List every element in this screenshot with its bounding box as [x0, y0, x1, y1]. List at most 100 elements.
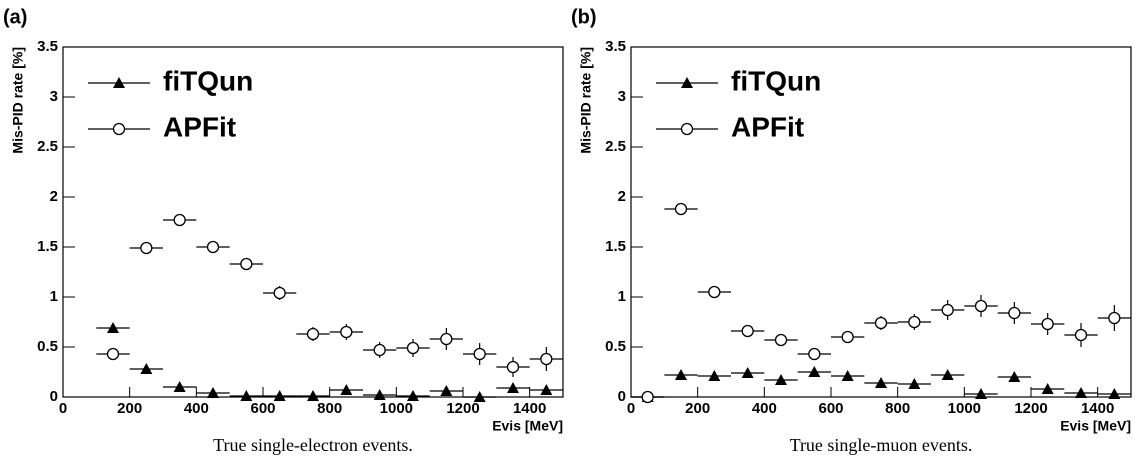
y-tick-label: 1.5 — [37, 238, 58, 255]
y-axis-label: Mis-PID rate [%] — [10, 47, 26, 154]
x-tick-label: 800 — [317, 400, 342, 417]
marker-triangle — [540, 384, 553, 395]
x-tick-label: 800 — [885, 400, 910, 417]
marker-triangle — [107, 322, 119, 333]
marker-circle — [173, 213, 186, 227]
marker-circle — [473, 347, 486, 361]
marker-triangle — [808, 366, 821, 377]
marker-circle — [674, 202, 688, 216]
marker-triangle — [1008, 371, 1021, 382]
x-tick-label: 1200 — [446, 400, 479, 417]
marker-circle — [340, 325, 353, 339]
x-tick-label: 200 — [117, 400, 142, 417]
marker-circle — [540, 352, 553, 366]
x-tick-label: 1000 — [380, 400, 413, 417]
marker-triangle — [975, 388, 987, 399]
x-tick-label: 1400 — [513, 400, 546, 417]
y-tick-label: 3.5 — [37, 38, 58, 55]
legend-marker — [113, 77, 125, 88]
caption: True single-electron events. — [213, 435, 413, 455]
x-tick-label: 200 — [685, 400, 710, 417]
marker-triangle — [340, 384, 353, 395]
y-tick-label: 1.5 — [605, 238, 626, 255]
marker-triangle — [941, 369, 954, 380]
marker-circle — [206, 240, 220, 254]
marker-triangle — [307, 390, 319, 401]
panel-label: (a) — [3, 6, 27, 28]
marker-circle — [373, 343, 386, 357]
y-tick-label: 2.5 — [605, 138, 626, 155]
marker-circle — [774, 333, 788, 347]
marker-triangle — [1108, 388, 1121, 399]
marker-triangle — [373, 389, 386, 400]
marker-triangle — [675, 369, 687, 380]
y-tick-label: 0 — [618, 388, 626, 405]
marker-circle — [974, 299, 988, 313]
marker-triangle — [741, 367, 754, 378]
marker-triangle — [507, 382, 519, 393]
marker-triangle — [908, 378, 921, 389]
marker-circle — [874, 316, 888, 330]
marker-circle — [306, 327, 320, 341]
marker-triangle — [207, 387, 219, 398]
marker-circle — [641, 390, 654, 404]
y-tick-label: 1 — [50, 288, 58, 305]
y-tick-label: 3 — [50, 88, 58, 105]
x-axis-label: Evis [MeV] — [492, 418, 563, 434]
marker-circle — [506, 360, 520, 374]
legend-marker — [112, 122, 126, 136]
x-tick-label: 400 — [752, 400, 777, 417]
x-tick-label: 600 — [250, 400, 275, 417]
marker-circle — [1008, 306, 1021, 320]
y-tick-label: 2 — [50, 188, 58, 205]
marker-triangle — [708, 370, 721, 381]
marker-triangle — [775, 374, 787, 385]
x-tick-label: 0 — [627, 400, 635, 417]
caption: True single-muon events. — [790, 435, 973, 455]
x-axis-label: Evis [MeV] — [1060, 418, 1131, 434]
marker-triangle — [1041, 383, 1054, 394]
marker-circle — [841, 330, 854, 344]
x-tick-label: 1400 — [1081, 400, 1114, 417]
marker-circle — [1108, 311, 1121, 325]
y-tick-label: 2 — [618, 188, 626, 205]
marker-circle — [440, 332, 453, 346]
marker-circle — [908, 315, 921, 329]
legend-marker — [680, 122, 694, 136]
panel-label: (b) — [571, 6, 597, 28]
legend-marker — [681, 77, 693, 88]
marker-circle — [1074, 328, 1088, 342]
legend-label: APFit — [731, 111, 804, 142]
marker-triangle — [240, 390, 253, 401]
marker-triangle — [875, 377, 887, 388]
x-tick-label: 1200 — [1014, 400, 1047, 417]
y-tick-label: 1 — [618, 288, 626, 305]
marker-circle — [808, 347, 821, 361]
y-tick-label: 0.5 — [37, 338, 58, 355]
legend-label: fiTQun — [731, 65, 821, 96]
plot-frame — [62, 46, 564, 398]
x-tick-label: 1000 — [948, 400, 981, 417]
marker-circle — [273, 286, 286, 300]
marker-circle — [941, 303, 954, 317]
y-tick-label: 3.5 — [605, 38, 626, 55]
marker-circle — [406, 341, 420, 355]
marker-circle — [1041, 317, 1054, 331]
marker-circle — [106, 347, 120, 361]
y-axis-label: Mis-PID rate [%] — [578, 47, 594, 154]
x-tick-label: 0 — [59, 400, 67, 417]
x-tick-label: 600 — [818, 400, 843, 417]
legend-label: fiTQun — [163, 65, 253, 96]
marker-triangle — [273, 390, 286, 401]
marker-triangle — [440, 385, 453, 396]
marker-triangle — [173, 381, 186, 392]
marker-triangle — [140, 363, 153, 374]
x-tick-label: 400 — [184, 400, 209, 417]
marker-triangle — [1075, 387, 1087, 398]
marker-circle — [708, 285, 721, 299]
y-tick-label: 3 — [618, 88, 626, 105]
y-tick-label: 2.5 — [37, 138, 58, 155]
y-tick-label: 0.5 — [605, 338, 626, 355]
marker-circle — [741, 324, 754, 338]
